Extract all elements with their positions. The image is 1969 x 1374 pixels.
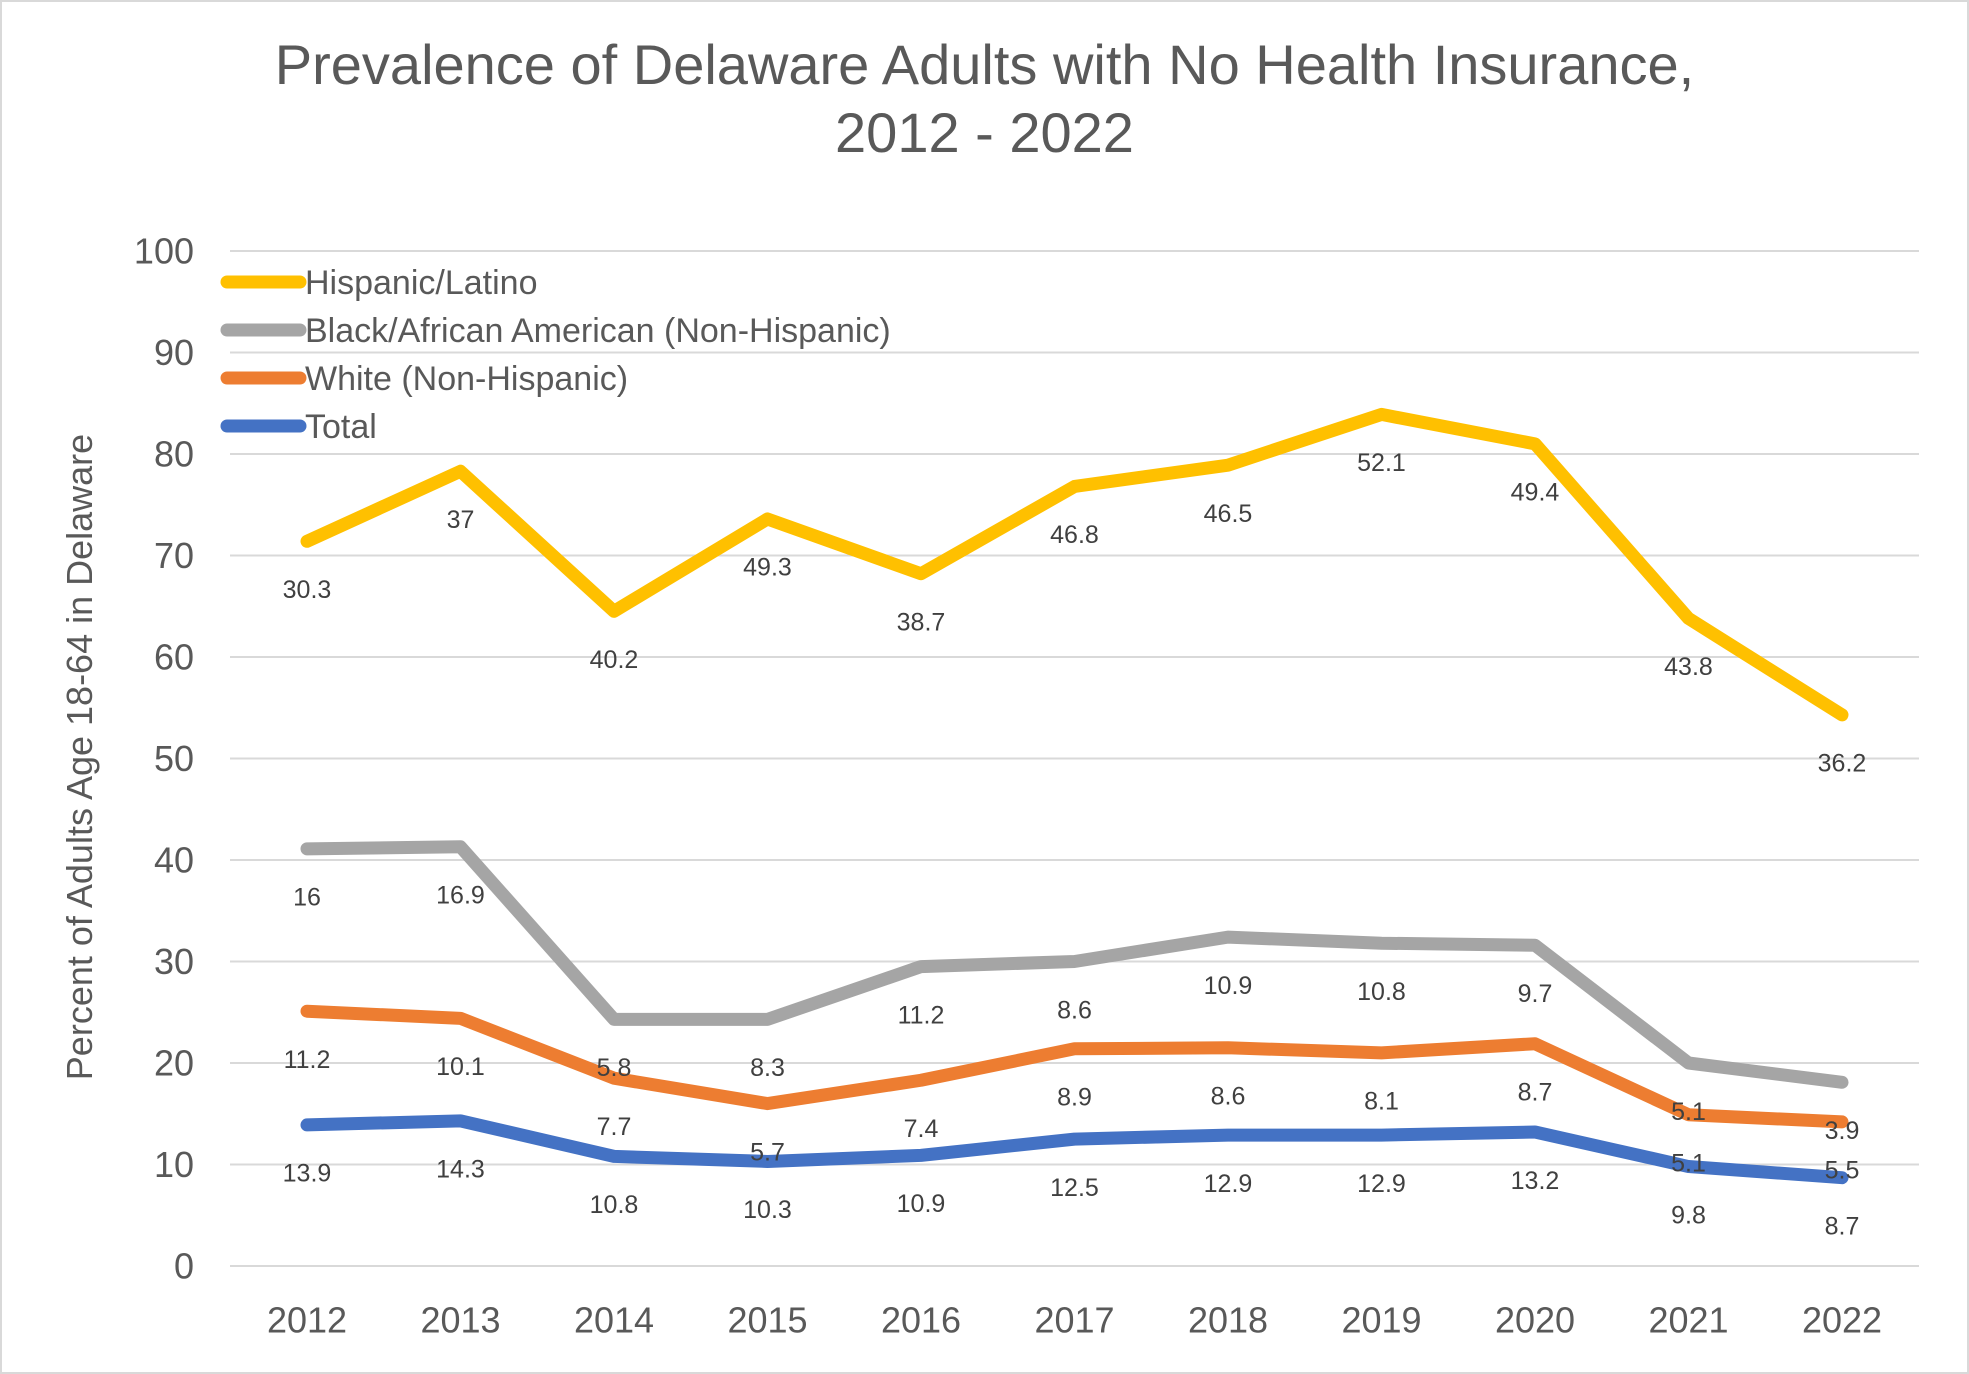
data-label: 7.7 xyxy=(597,1113,632,1141)
series-line-black-african-american-non-hispanic xyxy=(300,840,1849,1089)
series-line-total xyxy=(300,1114,1849,1185)
data-label: 16 xyxy=(293,884,321,912)
data-label: 46.5 xyxy=(1204,500,1253,528)
y-tick-label: 40 xyxy=(154,840,194,881)
x-tick-label: 2017 xyxy=(1034,1300,1114,1341)
data-label: 10.8 xyxy=(590,1191,639,1219)
y-tick-label: 20 xyxy=(154,1043,194,1084)
data-label: 40.2 xyxy=(590,646,639,674)
data-label: 5.7 xyxy=(750,1138,785,1166)
y-tick-label: 100 xyxy=(134,231,194,272)
data-label: 8.6 xyxy=(1057,996,1092,1024)
data-label: 9.7 xyxy=(1518,980,1553,1008)
data-label: 13.2 xyxy=(1511,1167,1560,1195)
legend-label: White (Non-Hispanic) xyxy=(305,360,628,398)
legend-label: Total xyxy=(305,408,377,446)
data-label: 16.9 xyxy=(436,882,485,910)
x-tick-label: 2014 xyxy=(574,1300,654,1341)
x-tick-label: 2021 xyxy=(1648,1300,1728,1341)
y-tick-label: 80 xyxy=(154,434,194,475)
chart-title-line1: Prevalence of Delaware Adults with No He… xyxy=(274,33,1695,96)
x-tick-label: 2012 xyxy=(267,1300,347,1341)
series-line-hispanic-latino xyxy=(300,407,1849,722)
data-label: 37 xyxy=(447,506,475,534)
data-label: 10.3 xyxy=(743,1196,792,1224)
x-tick-label: 2018 xyxy=(1188,1300,1268,1341)
data-label: 38.7 xyxy=(897,609,946,637)
data-label: 11.2 xyxy=(284,1046,331,1074)
legend-label: Black/African American (Non-Hispanic) xyxy=(305,312,891,350)
data-label: 12.5 xyxy=(1050,1174,1099,1202)
data-label: 52.1 xyxy=(1357,449,1406,477)
y-tick-label: 90 xyxy=(154,332,194,373)
y-tick-label: 70 xyxy=(154,535,194,576)
legend-label: Hispanic/Latino xyxy=(305,264,537,302)
chart-title-line2: 2012 - 2022 xyxy=(835,101,1134,164)
data-label: 36.2 xyxy=(1818,750,1867,778)
x-tick-label: 2015 xyxy=(727,1300,807,1341)
y-tick-label: 30 xyxy=(154,941,194,982)
data-label: 43.8 xyxy=(1664,653,1713,681)
data-label: 5.8 xyxy=(597,1054,632,1082)
data-label: 13.9 xyxy=(283,1160,332,1188)
data-label: 8.3 xyxy=(750,1054,785,1082)
x-tick-label: 2019 xyxy=(1341,1300,1421,1341)
data-label: 9.8 xyxy=(1671,1201,1706,1229)
data-label: 14.3 xyxy=(436,1156,485,1184)
data-label: 10.9 xyxy=(1204,972,1253,1000)
data-label: 49.3 xyxy=(743,554,792,582)
data-label: 10.8 xyxy=(1357,978,1406,1006)
chart-title: Prevalence of Delaware Adults with No He… xyxy=(2,36,1967,162)
data-label: 8.6 xyxy=(1211,1083,1246,1111)
data-label: 8.1 xyxy=(1364,1088,1399,1116)
data-label: 10.1 xyxy=(436,1053,485,1081)
data-label: 5.5 xyxy=(1825,1157,1860,1185)
y-tick-label: 0 xyxy=(174,1246,194,1287)
data-label: 8.9 xyxy=(1057,1084,1092,1112)
y-tick-label: 10 xyxy=(154,1144,194,1185)
x-tick-label: 2013 xyxy=(420,1300,500,1341)
data-label: 5.1 xyxy=(1671,1098,1706,1126)
x-tick-label: 2016 xyxy=(881,1300,961,1341)
data-label: 8.7 xyxy=(1825,1212,1860,1240)
data-label: 10.9 xyxy=(897,1190,946,1218)
data-label: 5.1 xyxy=(1671,1150,1706,1178)
data-label: 8.7 xyxy=(1518,1078,1553,1106)
data-label: 12.9 xyxy=(1204,1170,1253,1198)
y-tick-label: 50 xyxy=(154,738,194,779)
x-tick-label: 2022 xyxy=(1802,1300,1882,1341)
data-label: 46.8 xyxy=(1050,521,1099,549)
data-label: 3.9 xyxy=(1825,1117,1860,1145)
data-label: 12.9 xyxy=(1357,1170,1406,1198)
data-label: 49.4 xyxy=(1511,479,1560,507)
y-tick-label: 60 xyxy=(154,637,194,678)
data-label: 7.4 xyxy=(904,1115,939,1143)
x-tick-label: 2020 xyxy=(1495,1300,1575,1341)
data-label: 30.3 xyxy=(283,576,332,604)
data-label: 11.2 xyxy=(898,1001,945,1029)
series-line-white-non-hispanic xyxy=(300,1004,1849,1129)
